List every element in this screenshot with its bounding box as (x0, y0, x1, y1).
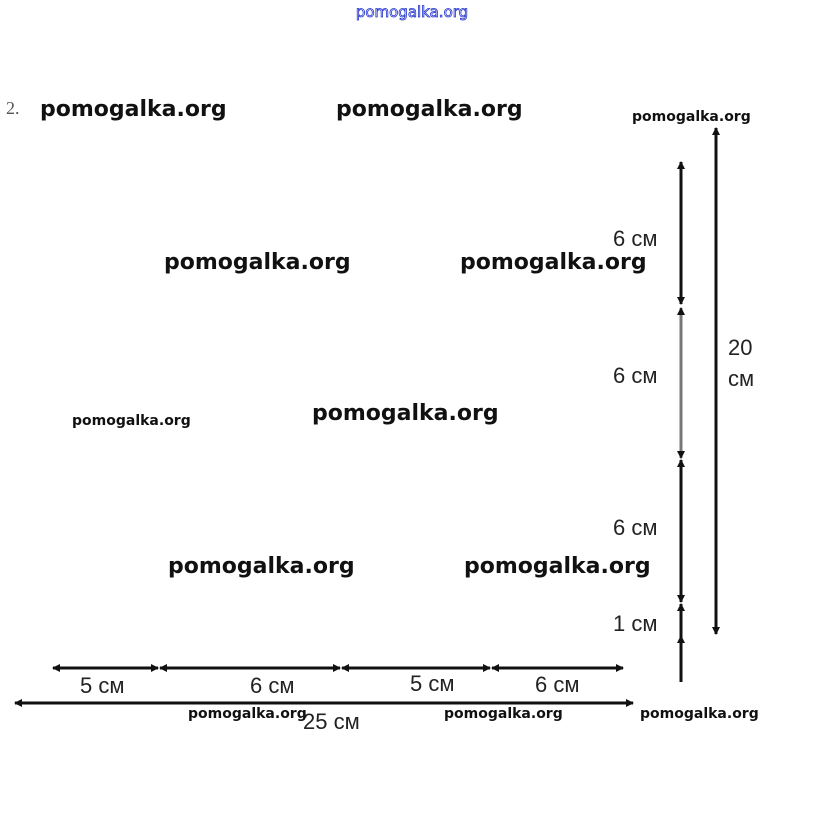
horizontal-total-label: 25 см (303, 709, 360, 734)
vertical-total-value: 20 (728, 335, 752, 360)
watermark: pomogalka.org (72, 413, 191, 429)
horizontal-label: 5 см (80, 673, 124, 698)
problem-number: 2. (6, 98, 20, 118)
watermark: pomogalka.org (312, 401, 499, 426)
vertical-label: 6 см (613, 226, 657, 251)
watermark: pomogalka.org (464, 554, 651, 579)
watermark: pomogalka.org (40, 97, 227, 122)
horizontal-label: 6 см (250, 673, 294, 698)
watermark: pomogalka.org (168, 554, 355, 579)
vertical-label: 6 см (613, 515, 657, 540)
horizontal-label: 5 см (410, 671, 454, 696)
watermark: pomogalka.org (640, 706, 759, 722)
watermark: pomogalka.org (188, 706, 307, 722)
vertical-label: 1 см (613, 611, 657, 636)
header-watermark: pomogalka.org (356, 3, 468, 21)
horizontal-label: 6 см (535, 672, 579, 697)
watermark: pomogalka.org (632, 109, 751, 125)
vertical-label: 6 см (613, 363, 657, 388)
watermark: pomogalka.org (164, 250, 351, 275)
vertical-total-unit: см (728, 366, 754, 391)
watermark: pomogalka.org (460, 250, 647, 275)
watermark: pomogalka.org (336, 97, 523, 122)
watermark: pomogalka.org (444, 706, 563, 722)
